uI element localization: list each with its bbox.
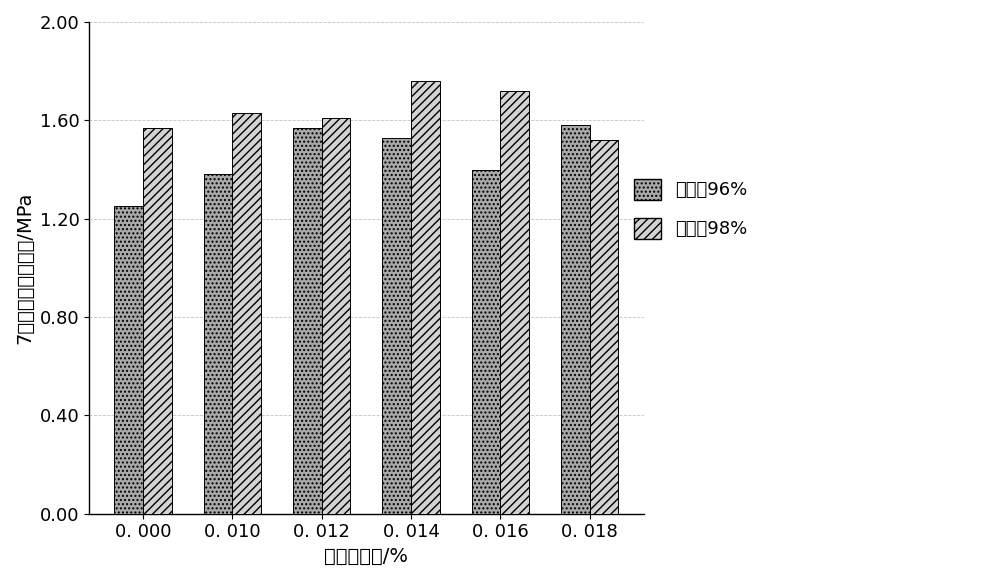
- Bar: [204, 174, 232, 514]
- Y-axis label: 7天无侧限抗压强度/MPa: 7天无侧限抗压强度/MPa: [15, 192, 34, 344]
- Bar: [382, 138, 411, 514]
- Bar: [143, 128, 172, 514]
- Bar: [293, 128, 322, 514]
- Bar: [561, 125, 590, 514]
- Bar: [114, 206, 143, 514]
- X-axis label: 固化剂渗量/%: 固化剂渗量/%: [324, 547, 408, 566]
- Bar: [232, 113, 261, 514]
- Bar: [590, 140, 618, 514]
- Bar: [472, 170, 500, 514]
- Bar: [411, 81, 440, 514]
- Bar: [500, 91, 529, 514]
- Bar: [322, 118, 350, 514]
- Legend: 压实度96%, 压实度98%: 压实度96%, 压实度98%: [625, 170, 756, 248]
